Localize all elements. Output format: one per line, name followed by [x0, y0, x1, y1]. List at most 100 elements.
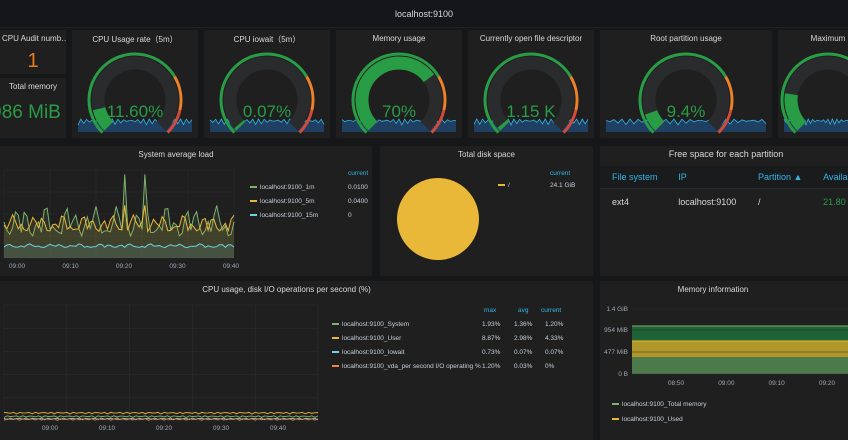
- cell-partition: /: [746, 188, 812, 215]
- memory-cache-area: [632, 357, 848, 374]
- memory-legend-name: localhost:9100_Used: [622, 416, 683, 423]
- io-legend-name: localhost:9100_Iowait: [342, 349, 405, 356]
- load-legend-swatch: [250, 200, 257, 203]
- io-max-header: max: [484, 307, 497, 314]
- cpu-io-panel[interactable]: CPU usage, disk I/O operations per secon…: [0, 281, 593, 440]
- x-tick-label: 09:40: [270, 425, 287, 432]
- gauge-dial: [605, 52, 767, 134]
- gauge-threshold-orange: [724, 75, 734, 111]
- col-available[interactable]: Availab: [811, 166, 848, 189]
- gauge-dial: [780, 52, 848, 134]
- disk-space-legend: current / 24.1 GiB: [498, 168, 592, 198]
- total-memory-stat-panel[interactable]: Total memory 986 MiB: [0, 78, 66, 138]
- x-tick-label: 09:20: [156, 425, 173, 432]
- gauge-fill: [92, 106, 114, 131]
- cpu-io-chart: 09:00 09:10 09:20 09:30 09:40: [3, 304, 319, 432]
- gauge-threshold-red: [717, 109, 733, 134]
- gauge-title: Root partition usage: [650, 34, 722, 43]
- col-partition[interactable]: Partition ▲: [746, 166, 812, 189]
- cpu-io-title: CPU usage, disk I/O operations per secon…: [202, 285, 371, 294]
- memory-info-title: Memory information: [677, 285, 749, 294]
- free-space-panel[interactable]: Free space for each partition File syste…: [600, 146, 848, 276]
- gauge-sparkline: [342, 119, 456, 132]
- io-legend-avg: 0.03%: [514, 363, 533, 370]
- y-tick-label: 477 MiB: [604, 349, 628, 356]
- gauge-value: 70%: [381, 102, 417, 121]
- cpu-audit-stat-panel[interactable]: CPU Audit numb… 1: [0, 30, 66, 74]
- load-legend-item[interactable]: localhost:9100_15m: [250, 212, 318, 219]
- io-legend-item[interactable]: localhost:9100_User: [332, 335, 401, 342]
- system-load-chart: 09:00 09:10 09:20 09:30 09:40: [3, 169, 240, 270]
- io-legend-swatch: [332, 365, 339, 368]
- table-row: ext4 localhost:9100 / 21.80: [600, 188, 848, 215]
- load-legend-swatch: [250, 214, 257, 217]
- io-legend-item[interactable]: localhost:9100_vda_per second I/O operat…: [332, 363, 481, 370]
- gauge-value: 9.4%: [666, 102, 706, 121]
- load-legend-current: 0.0400: [348, 198, 368, 205]
- io-current-header: current: [541, 307, 562, 314]
- gauge-title: Memory usage: [372, 34, 426, 43]
- x-tick-label: 09:10: [99, 425, 116, 432]
- load-series-line: [3, 243, 235, 248]
- y-tick-label: 954 MiB: [604, 327, 628, 334]
- gauge-panel-5[interactable]: Maximum: [778, 30, 848, 138]
- load-current-header: current: [348, 170, 369, 177]
- io-legend-max: 0.73%: [482, 349, 501, 356]
- disk-current-header: current: [550, 170, 571, 177]
- load-legend-current: 0: [348, 212, 352, 219]
- io-legend-item[interactable]: localhost:9100_Iowait: [332, 349, 405, 356]
- gauge-panel-4[interactable]: Root partition usage 9.4%: [600, 30, 772, 138]
- gauge-fill: [234, 119, 246, 131]
- gauge-threshold-red: [298, 109, 314, 134]
- cpu-io-legend: max avg current localhost:9100_System 1.9…: [332, 305, 592, 405]
- gauge-threshold-orange: [569, 75, 579, 111]
- col-ip[interactable]: IP: [666, 166, 747, 189]
- total-memory-value: 986 MiB: [0, 102, 61, 123]
- gauge-threshold-green: [87, 52, 176, 134]
- memory-legend-swatch: [612, 418, 619, 421]
- disk-space-pie: [397, 178, 479, 260]
- x-tick-label: 09:20: [819, 380, 836, 387]
- gauge-value: 0.07%: [242, 102, 292, 121]
- memory-legend-name: localhost:9100_Total memory: [622, 401, 707, 408]
- x-tick-label: 09:30: [213, 425, 230, 432]
- gauge-value: 11.60%: [106, 102, 164, 121]
- disk-legend-swatch: [498, 184, 505, 187]
- io-series-line: [3, 415, 319, 419]
- gauge-panel-1[interactable]: CPU iowait（5m） 0.07%: [204, 30, 330, 138]
- io-legend-max: 1.93%: [482, 321, 501, 328]
- load-legend-item[interactable]: localhost:9100_1m: [250, 184, 315, 191]
- io-legend-item[interactable]: localhost:9100_System: [332, 321, 409, 328]
- load-legend-name: localhost:9100_5m: [260, 198, 315, 205]
- gauge-track: [642, 56, 730, 131]
- disk-space-panel[interactable]: Total disk space current / 24.1 GiB: [380, 146, 593, 276]
- disk-space-title: Total disk space: [458, 150, 515, 159]
- x-tick-label: 09:40: [223, 263, 240, 270]
- io-series-line: [3, 411, 319, 415]
- load-legend-name: localhost:9100_1m: [260, 184, 315, 191]
- io-legend-name: localhost:9100_User: [342, 335, 402, 342]
- gauge-panel-0[interactable]: CPU Usage rate（5m） 11.60%: [72, 30, 198, 138]
- load-legend-item[interactable]: localhost:9100_5m: [250, 198, 315, 205]
- x-tick-label: 09:00: [42, 425, 59, 432]
- gauge-panel-2[interactable]: Memory usage 70%: [336, 30, 462, 138]
- io-series-line: [3, 418, 319, 421]
- load-series-area: [4, 243, 234, 258]
- gauge-threshold-green: [483, 52, 572, 134]
- dashboard-row-header[interactable]: localhost:9100: [0, 0, 848, 28]
- col-file-system[interactable]: File system: [600, 166, 667, 189]
- gauge-panel-3[interactable]: Currently open file descriptor 1.15 K: [468, 30, 594, 138]
- system-load-panel[interactable]: System average load 09:00 09:10 09:20 09:30…: [0, 146, 372, 276]
- cell-ip: localhost:9100: [666, 188, 747, 215]
- memory-legend-item[interactable]: localhost:9100_Total memory: [612, 401, 707, 408]
- gauge-dial: [341, 52, 457, 134]
- gauge-threshold-orange: [173, 75, 183, 111]
- x-tick-label: 09:00: [9, 263, 26, 270]
- load-legend-name: localhost:9100_15m: [260, 212, 319, 219]
- gauge-value: 1.15 K: [506, 102, 556, 121]
- gauge-fill: [645, 109, 665, 131]
- x-tick-label: 09:30: [169, 263, 186, 270]
- io-legend-max: 8.87%: [482, 335, 501, 342]
- memory-legend-item[interactable]: localhost:9100_Used: [612, 416, 683, 423]
- memory-info-panel[interactable]: Memory information 1.4 GiB 954 MiB 477 MiB…: [600, 281, 848, 440]
